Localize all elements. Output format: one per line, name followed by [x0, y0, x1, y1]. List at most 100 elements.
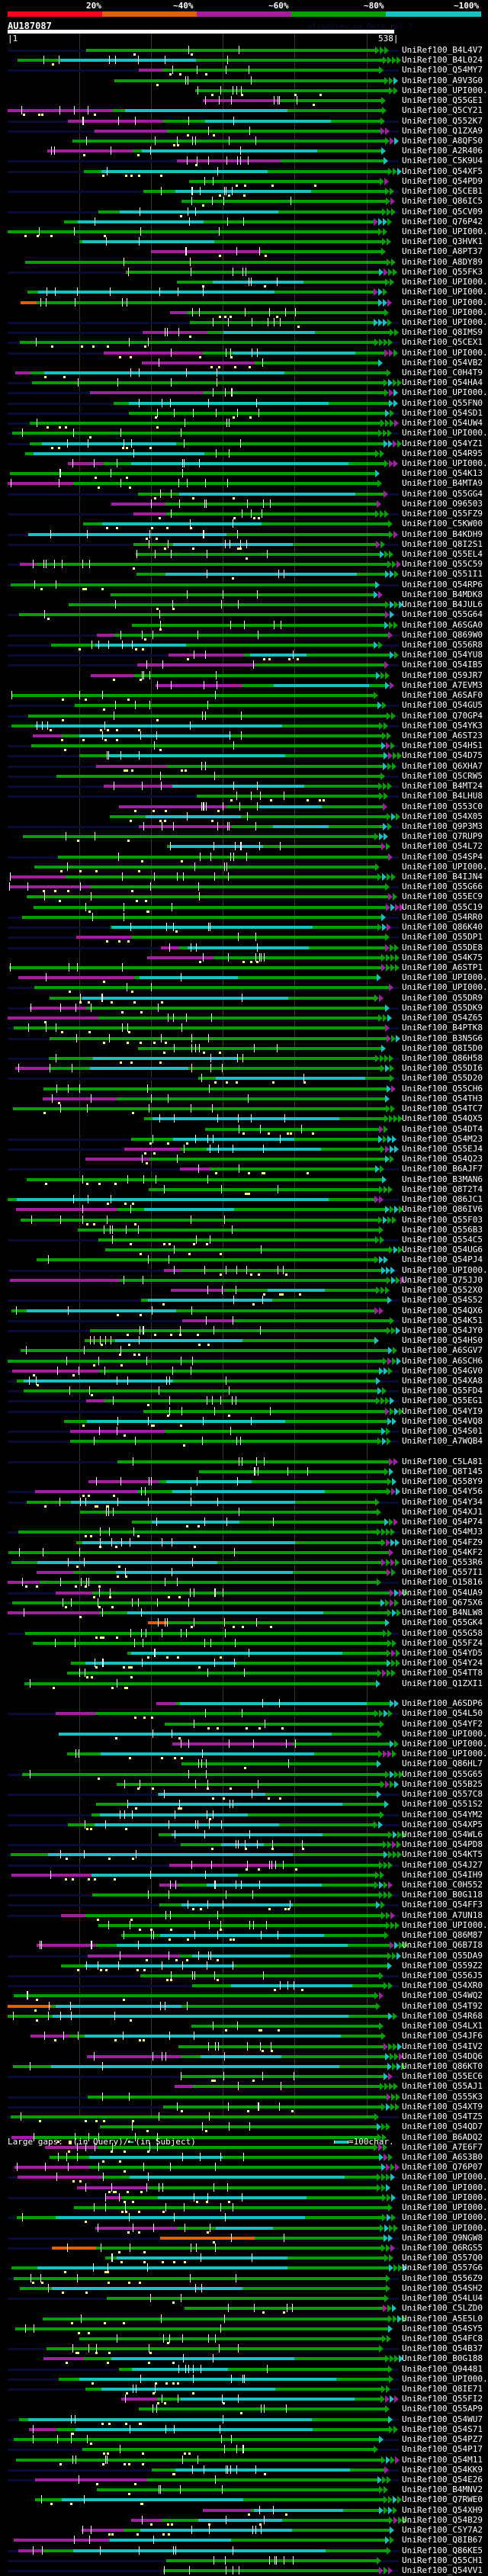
- hit-row[interactable]: UniRef100_Q54M11: [0, 2455, 488, 2465]
- hit-label[interactable]: UniRef100_UPI000..: [402, 2222, 488, 2233]
- hit-label[interactable]: UniRef100_Q54WU7: [402, 2414, 483, 2424]
- hit-row[interactable]: UniRef100_Q55EL4: [0, 549, 488, 560]
- hit-row[interactable]: UniRef100_Q86IV6: [0, 1204, 488, 1215]
- hit-label[interactable]: UniRef100_B4L4V7: [402, 45, 483, 55]
- hit-row[interactable]: UniRef100_A5E5L0: [0, 2314, 488, 2324]
- hit-row[interactable]: UniRef100_Q54B29: [0, 2515, 488, 2526]
- hit-row[interactable]: UniRef100_A8DY89: [0, 256, 488, 268]
- hit-row[interactable]: UniRef100_Q54MJ3: [0, 1527, 488, 1538]
- hit-row[interactable]: UniRef100_B0G118: [0, 1890, 488, 1900]
- hit-label[interactable]: UniRef100_Q86IC5: [402, 196, 483, 207]
- hit-row[interactable]: UniRef100_Q54PZ7: [0, 2434, 488, 2446]
- hit-label[interactable]: UniRef100_Q86HL7: [402, 1759, 483, 1769]
- hit-label[interactable]: UniRef100_B4MNV2: [402, 2484, 483, 2495]
- hit-row[interactable]: UniRef100_A7UN18: [0, 1910, 488, 1921]
- hit-row[interactable]: UniRef100_B3MAN6: [0, 1174, 488, 1185]
- hit-row[interactable]: UniRef100_Q94481: [0, 2364, 488, 2375]
- hit-label[interactable]: UniRef100_A7UN18: [402, 1910, 483, 1920]
- hit-row[interactable]: UniRef100_Q55EJ4: [0, 1144, 488, 1155]
- hit-label[interactable]: UniRef100_Q54S52: [402, 1295, 483, 1306]
- hit-label[interactable]: UniRef100_B6AJF7: [402, 1164, 483, 1174]
- hit-row[interactable]: UniRef100_C5K9U4: [0, 156, 488, 167]
- hit-label[interactable]: UniRef100_Q551I1: [402, 569, 483, 580]
- hit-label[interactable]: UniRef100_C5Y7A2: [402, 2525, 483, 2536]
- hit-label[interactable]: UniRef100_UPI000..: [402, 277, 488, 287]
- hit-label[interactable]: UniRef100_Q55B25: [402, 1778, 483, 1789]
- hit-label[interactable]: UniRef100_Q5CV09: [402, 206, 483, 217]
- hit-label[interactable]: UniRef100_B4MT24: [402, 781, 483, 792]
- hit-row[interactable]: UniRef100_UPI000..: [0, 348, 488, 358]
- hit-label[interactable]: UniRef100_Q556J5: [402, 1971, 483, 1981]
- hit-label[interactable]: UniRef100_Q54PD8: [402, 1839, 483, 1850]
- hit-row[interactable]: UniRef100_Q556Z9: [0, 2272, 488, 2284]
- hit-label[interactable]: UniRef100_Q556Z9: [402, 2272, 483, 2283]
- hit-label[interactable]: UniRef100_Q55EL4: [402, 549, 483, 559]
- hit-row[interactable]: UniRef100_Q54S01: [0, 1426, 488, 1437]
- hit-row[interactable]: UniRef100_Q55EC9: [0, 891, 488, 903]
- hit-row[interactable]: UniRef100_UPI000..: [0, 2202, 488, 2214]
- hit-row[interactable]: UniRef100_A6SCH6: [0, 1356, 488, 1367]
- hit-row[interactable]: UniRef100_Q55DI6: [0, 1063, 488, 1074]
- hit-label[interactable]: UniRef100_Q54KT5: [402, 1849, 483, 1860]
- hit-row[interactable]: UniRef100_Q54S71: [0, 2424, 488, 2435]
- hit-label[interactable]: UniRef100_A6SGA0: [402, 619, 483, 630]
- hit-row[interactable]: UniRef100_Q55C59: [0, 559, 488, 570]
- hit-label[interactable]: UniRef100_A8DY89: [402, 256, 483, 267]
- hit-row[interactable]: UniRef100_Q76P07: [0, 2162, 488, 2173]
- hit-label[interactable]: UniRef100_Q54TH3: [402, 1093, 483, 1103]
- hit-row[interactable]: UniRef100_UPI000..: [0, 2172, 488, 2183]
- hit-label[interactable]: UniRef100_Q55G58: [402, 1627, 483, 1638]
- hit-row[interactable]: UniRef100_A6SGA0: [0, 619, 488, 631]
- hit-label[interactable]: UniRef100_Q54JF6: [402, 2031, 483, 2041]
- hit-label[interactable]: UniRef100_B4PTK8: [402, 1023, 483, 1033]
- hit-row[interactable]: UniRef100_Q54K51: [0, 1315, 488, 1326]
- hit-label[interactable]: UniRef100_Q54R95: [402, 448, 483, 458]
- hit-label[interactable]: UniRef100_Q55G66: [402, 882, 483, 892]
- hit-label[interactable]: UniRef100_Q54QD7: [402, 2122, 483, 2132]
- hit-label[interactable]: UniRef100_A8QFS0: [402, 135, 483, 146]
- hit-label[interactable]: UniRef100_Q7RWE0: [402, 2494, 483, 2505]
- hit-row[interactable]: UniRef100_Q558Y9: [0, 1476, 488, 1487]
- hit-row[interactable]: UniRef100_Q8T145: [0, 1466, 488, 1477]
- hit-row[interactable]: UniRef100_Q54PD8: [0, 1839, 488, 1851]
- hit-row[interactable]: UniRef100_B4NLW8: [0, 1608, 488, 1619]
- hit-row[interactable]: UniRef100_Q55G65: [0, 1769, 488, 1780]
- hit-label[interactable]: UniRef100_UPI000..: [402, 2202, 488, 2213]
- hit-row[interactable]: UniRef100_Q557I1: [0, 1567, 488, 1579]
- hit-row[interactable]: UniRef100_Q5CV09: [0, 207, 488, 217]
- hit-row[interactable]: UniRef100_B4IJN4: [0, 872, 488, 882]
- hit-label[interactable]: UniRef100_UPI000..: [402, 982, 488, 993]
- hit-label[interactable]: UniRef100_Q556B3: [402, 1224, 483, 1235]
- hit-label[interactable]: UniRef100_A7E6F7: [402, 2141, 483, 2152]
- hit-label[interactable]: UniRef100_Q54XP5: [402, 1819, 483, 1829]
- hit-row[interactable]: UniRef100_Q54PD9: [0, 176, 488, 187]
- hit-row[interactable]: UniRef100_UPI000..: [0, 862, 488, 872]
- hit-row[interactable]: UniRef100_Q7RWE0: [0, 2494, 488, 2506]
- hit-label[interactable]: UniRef100_B4L024: [402, 55, 483, 66]
- hit-label[interactable]: UniRef100_Q5CY21: [402, 105, 483, 116]
- hit-row[interactable]: UniRef100_Q86H58: [0, 1053, 488, 1064]
- hit-row[interactable]: UniRef100_Q675X6: [0, 1598, 488, 1608]
- hit-label[interactable]: UniRef100_Q6B7I8: [402, 1940, 483, 1951]
- hit-row[interactable]: UniRef100_Q54KF2: [0, 1547, 488, 1558]
- hit-row[interactable]: UniRef100_Q55G66: [0, 882, 488, 893]
- hit-row[interactable]: UniRef100_UPI000..: [0, 317, 488, 328]
- hit-label[interactable]: UniRef100_Q55DP1: [402, 932, 483, 943]
- hit-label[interactable]: UniRef100_UPI000..: [402, 2192, 488, 2202]
- hit-label[interactable]: UniRef100_Q54J27: [402, 1859, 483, 1870]
- hit-label[interactable]: UniRef100_Q55GK4: [402, 1617, 483, 1628]
- hit-row[interactable]: UniRef100_Q54D75: [0, 750, 488, 761]
- hit-label[interactable]: UniRef100_Q55FZ9: [402, 509, 483, 519]
- hit-row[interactable]: UniRef100_Q54B37: [0, 2343, 488, 2355]
- hit-row[interactable]: UniRef100_UPI000..: [0, 287, 488, 297]
- hit-row[interactable]: UniRef100_Q553R6: [0, 1557, 488, 1568]
- hit-label[interactable]: UniRef100_C5K9U4: [402, 156, 483, 166]
- hit-row[interactable]: UniRef100_Q75JJ0: [0, 1275, 488, 1286]
- hit-label[interactable]: UniRef100_Q55F03: [402, 1214, 483, 1225]
- hit-row[interactable]: UniRef100_C0H4T9: [0, 368, 488, 379]
- hit-row[interactable]: UniRef100_Q86K40: [0, 922, 488, 933]
- hit-label[interactable]: UniRef100_Q54S01: [402, 1426, 483, 1437]
- hit-row[interactable]: UniRef100_B4JUL6: [0, 599, 488, 611]
- hit-label[interactable]: UniRef100_Q54T92: [402, 2000, 483, 2011]
- hit-label[interactable]: UniRef100_Q555K3: [402, 2091, 483, 2102]
